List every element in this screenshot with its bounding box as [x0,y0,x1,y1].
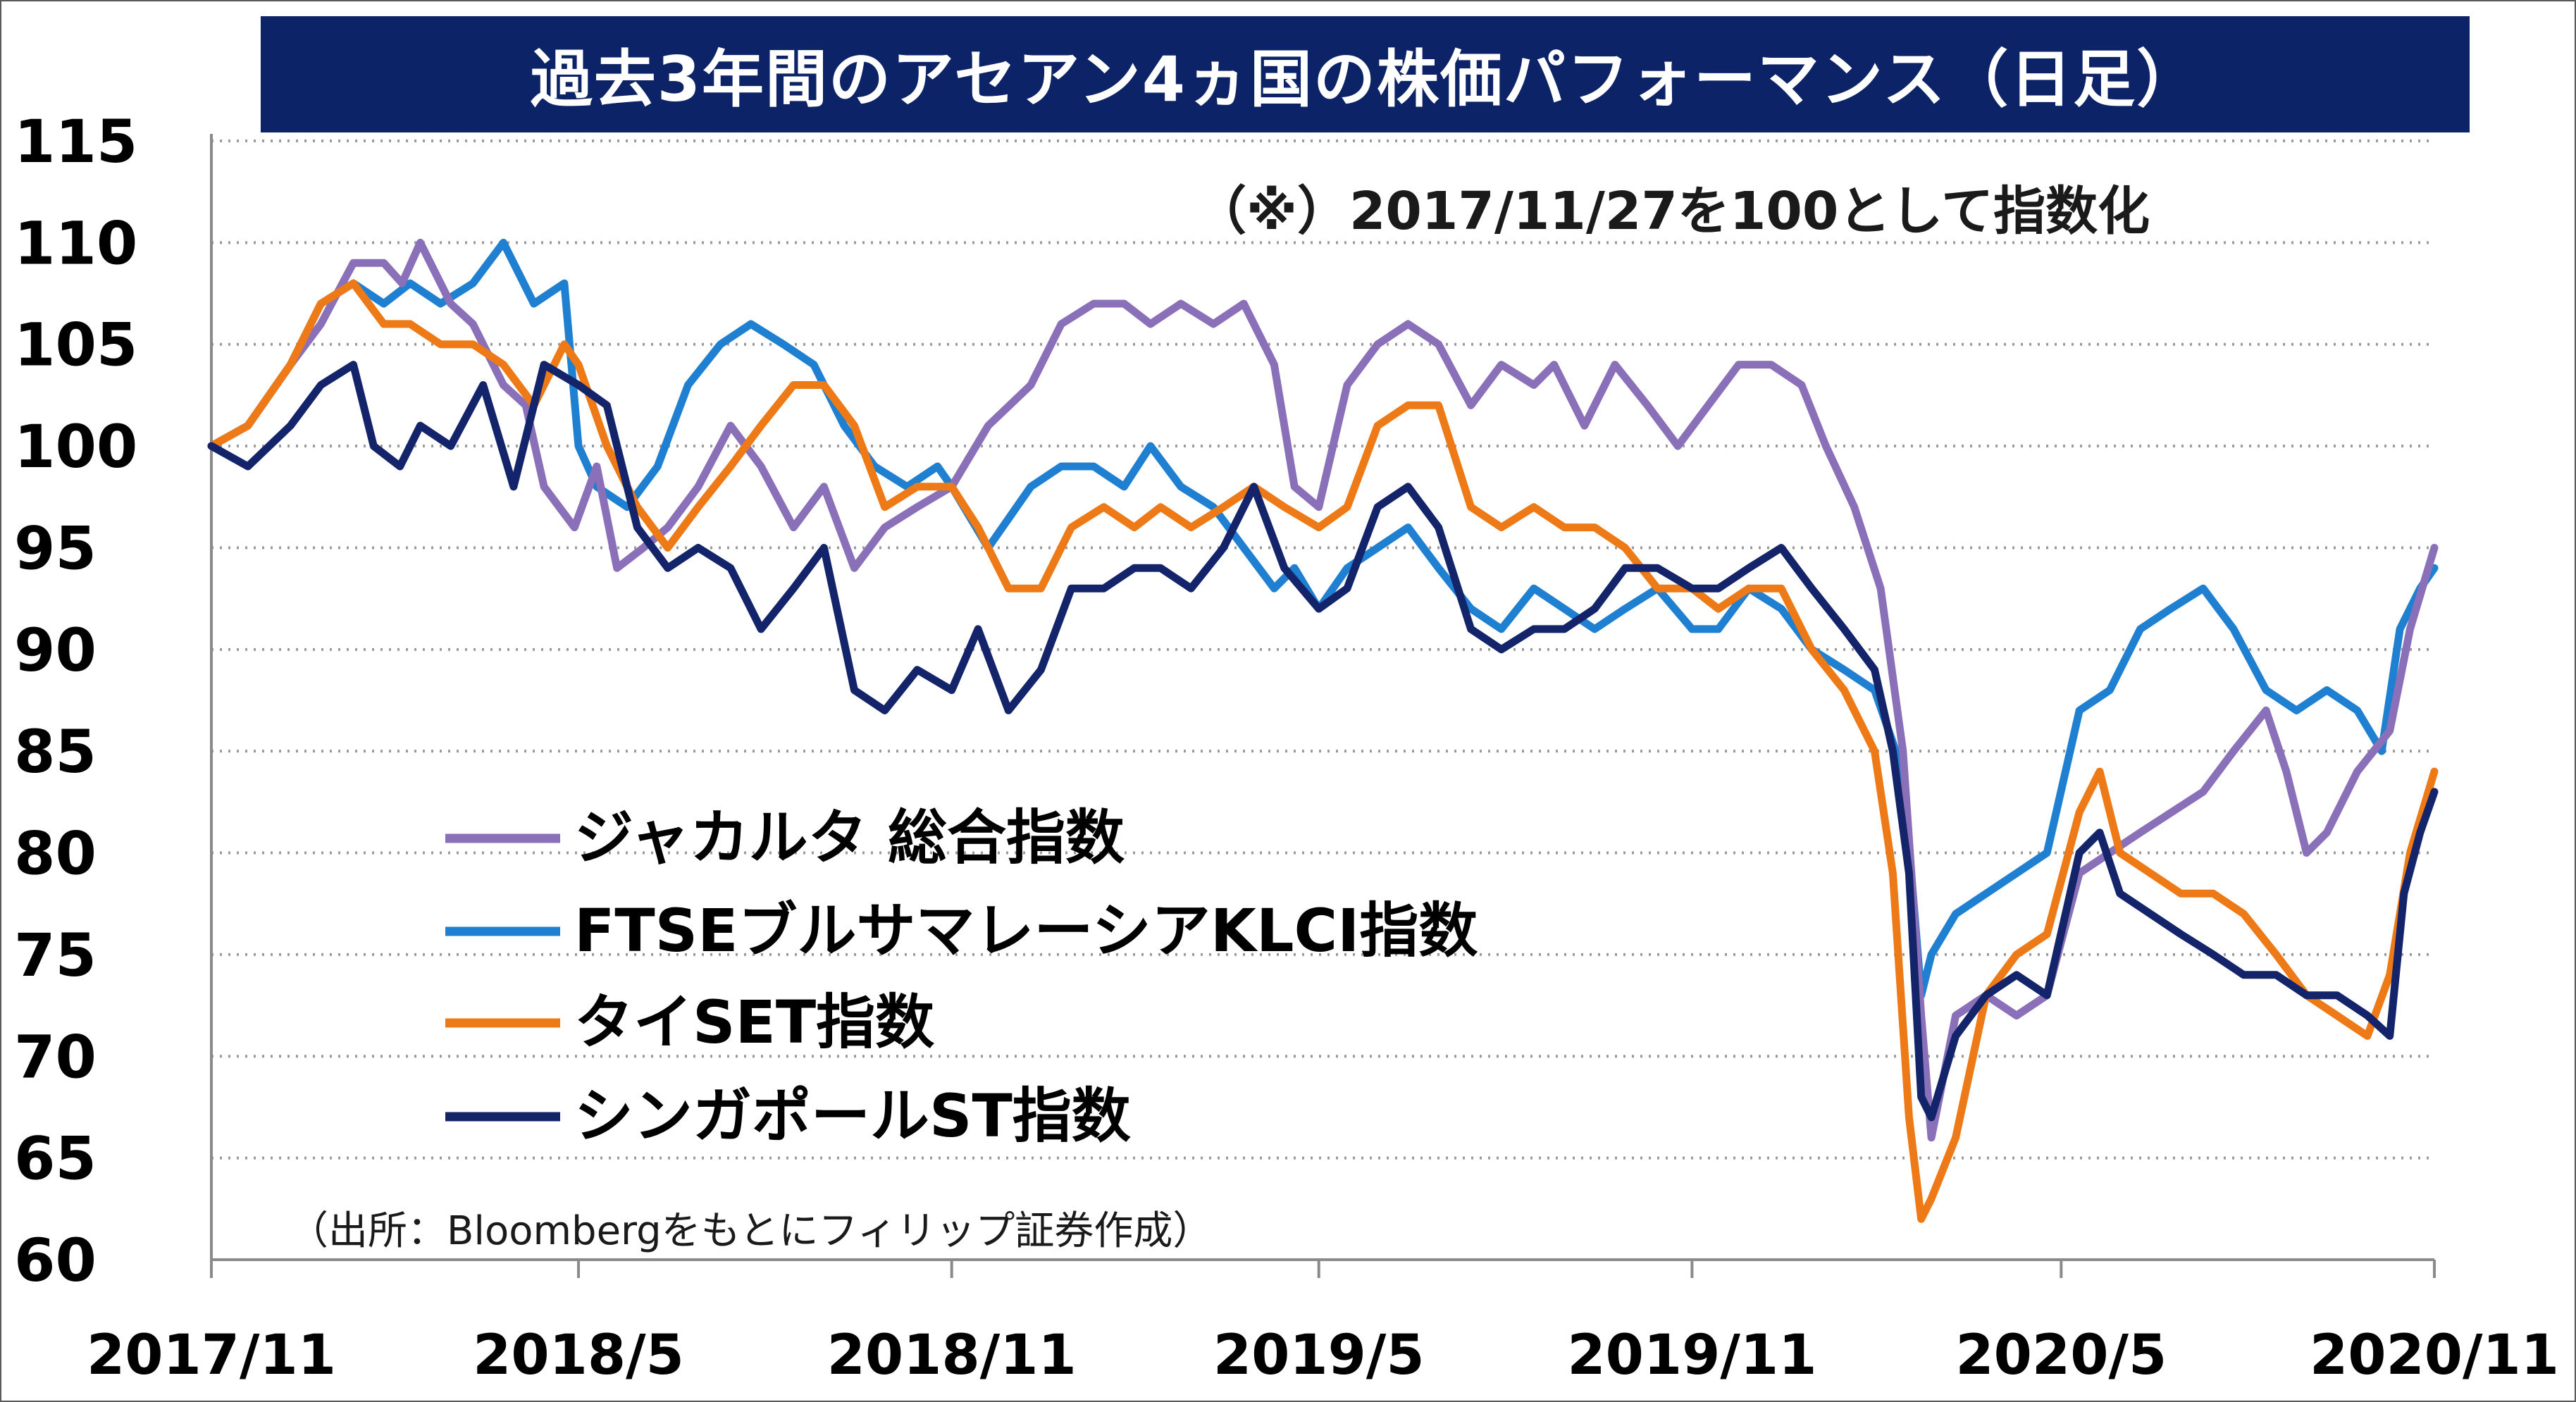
chart-title-bar: 過去3年間のアセアン4ヵ国の株価パフォーマンス（日足） [261,16,2470,132]
chart-title: 過去3年間のアセアン4ヵ国の株価パフォーマンス（日足） [530,43,2200,116]
y-tick-label: 80 [14,819,97,888]
y-tick-label: 95 [14,514,97,583]
x-tick-label: 2019/5 [1213,1324,1425,1387]
y-tick-label: 60 [14,1226,97,1295]
y-tick-label: 105 [14,311,137,380]
source-note: （出所：Bloombergをもとにフィリップ証券作成） [289,1208,1213,1254]
legend-label: タイSET指数 [574,988,934,1057]
legend-label: FTSEブルサマレーシアKLCI指数 [574,896,1478,965]
x-tick-label: 2017/11 [87,1324,336,1387]
grid-lines [211,139,2434,1160]
y-tick-label: 85 [14,717,97,786]
series-line-3 [207,279,2439,1223]
legend: ジャカルタ 総合指数 FTSEブルサマレーシアKLCI指数タイSET指数シンガポー… [445,803,1478,1150]
x-tick-label: 2020/11 [2310,1324,2559,1387]
x-tick-labels: 2017/11 2018/5 2018/11 2019/5 2019/11 2020/5 2… [87,1260,2559,1387]
y-tick-label: 75 [14,921,97,990]
series-line-4 [207,361,2439,1122]
y-tick-label: 110 [14,209,137,278]
legend-label: シンガポールST指数 [574,1081,1131,1150]
axes [210,134,2434,1261]
x-tick-label: 2019/11 [1567,1324,1816,1387]
series-line-2 [207,238,2439,1000]
y-tick-label: 90 [14,616,97,685]
y-tick-labels: 60 65 70 75 80 85 90 95 100 105 110 115 [14,107,137,1295]
legend-label: ジャカルタ 総合指数 [574,803,1125,872]
y-tick-label: 100 [14,412,137,481]
series-lines [207,238,2439,1223]
x-tick-label: 2018/11 [827,1324,1077,1387]
y-tick-label: 115 [14,107,137,176]
x-tick-label: 2018/5 [473,1324,684,1387]
x-tick-label: 2020/5 [1955,1324,2167,1387]
y-tick-label: 70 [14,1022,97,1091]
y-tick-label: 65 [14,1124,97,1193]
index-note: （※）2017/11/27を100として指数化 [1194,181,2150,242]
